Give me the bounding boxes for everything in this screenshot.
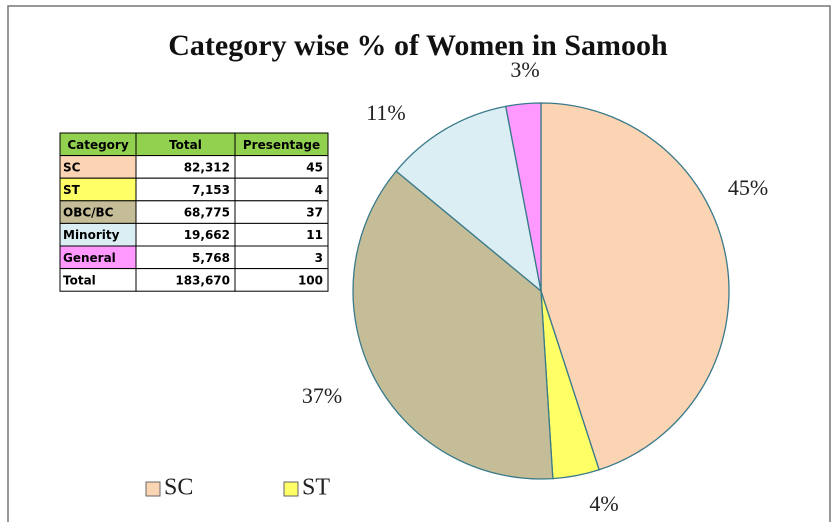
- chart-title: Category wise % of Women in Samooh: [168, 29, 668, 62]
- table-text: 45: [306, 160, 323, 174]
- data-label: 4%: [589, 491, 618, 516]
- table-text: 100: [298, 273, 323, 287]
- pie-slice: [352, 170, 554, 480]
- legend-swatch: [283, 481, 299, 497]
- table-header: Total: [169, 138, 202, 152]
- pie-slice: [505, 102, 542, 292]
- table-text: 82,312: [184, 160, 230, 174]
- table-text: 5,768: [192, 251, 230, 265]
- table-text: 4: [315, 183, 323, 197]
- pie-slice: [540, 102, 730, 471]
- table-text: 183,670: [175, 273, 230, 287]
- table-text: 68,775: [184, 206, 230, 220]
- table-header: Category: [67, 138, 129, 152]
- data-label: 11%: [366, 100, 406, 125]
- table-text: 7,153: [192, 183, 230, 197]
- legend-swatch: [145, 481, 161, 497]
- table-header: Presentage: [243, 138, 320, 152]
- table-text: 37: [306, 206, 323, 220]
- data-label: 37%: [302, 383, 342, 408]
- table-text: OBC/BC: [63, 206, 114, 220]
- table-text: ST: [63, 183, 81, 197]
- data-label: 3%: [510, 57, 539, 82]
- table-text: 19,662: [184, 228, 230, 242]
- table-text: SC: [63, 160, 81, 174]
- pie-slice: [395, 105, 542, 293]
- table-text: Total: [63, 273, 96, 287]
- table-cell: [234, 268, 329, 292]
- legend-label: SC: [164, 475, 193, 501]
- table-text: General: [63, 251, 116, 265]
- legend-label: ST: [302, 475, 330, 501]
- table-text: 3: [315, 251, 323, 265]
- data-label: 45%: [728, 175, 768, 200]
- table-text: Minority: [63, 228, 120, 242]
- table-text: 11: [306, 228, 323, 242]
